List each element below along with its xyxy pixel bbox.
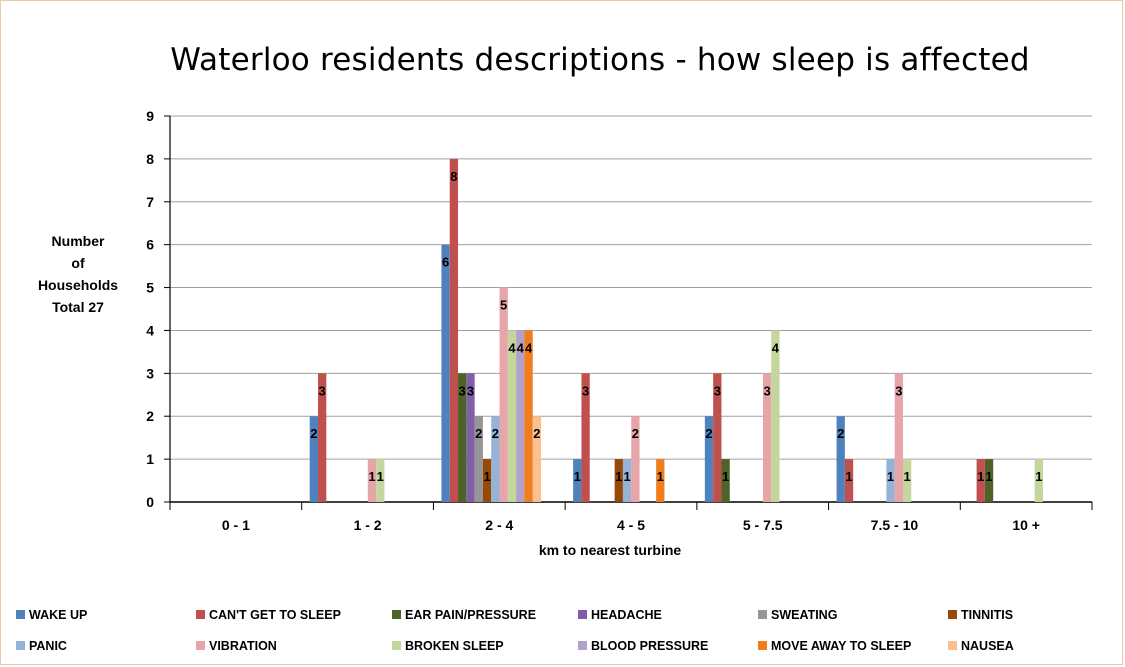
x-tick-label: 5 - 7.5 <box>743 517 783 533</box>
bar <box>500 288 508 502</box>
legend-label: CAN'T GET TO SLEEP <box>209 608 341 622</box>
legend-entry: VIBRATION <box>196 638 277 654</box>
data-label: 1 <box>845 469 852 484</box>
data-label: 2 <box>837 426 844 441</box>
legend-label: PANIC <box>29 639 67 653</box>
legend-label: BROKEN SLEEP <box>405 639 504 653</box>
legend-entry: CAN'T GET TO SLEEP <box>196 607 341 623</box>
legend-entry: PANIC <box>16 638 67 654</box>
bar <box>508 330 516 502</box>
legend-entry: SWEATING <box>758 607 837 623</box>
data-label: 3 <box>319 383 326 398</box>
data-label: 4 <box>517 340 525 355</box>
legend-entry: EAR PAIN/PRESSURE <box>392 607 536 623</box>
data-label: 8 <box>450 169 457 184</box>
data-label: 4 <box>772 340 780 355</box>
legend-entry: HEADACHE <box>578 607 662 623</box>
legend: WAKE UP CAN'T GET TO SLEEP EAR PAIN/PRESSU… <box>16 607 1116 663</box>
data-label: 2 <box>310 426 317 441</box>
data-label: 2 <box>705 426 712 441</box>
legend-swatch <box>578 641 587 650</box>
legend-swatch <box>196 641 205 650</box>
data-label: 2 <box>632 426 639 441</box>
data-label: 2 <box>475 426 482 441</box>
data-label: 3 <box>467 383 474 398</box>
data-label: 4 <box>508 340 516 355</box>
y-tick-label: 1 <box>146 451 154 467</box>
x-axis-label: km to nearest turbine <box>460 542 760 558</box>
data-label: 6 <box>442 255 449 270</box>
data-label: 1 <box>615 469 622 484</box>
legend-label: VIBRATION <box>209 639 277 653</box>
bar <box>441 245 449 502</box>
data-label: 3 <box>714 383 721 398</box>
y-tick-label: 2 <box>146 408 154 424</box>
bar <box>450 159 458 502</box>
data-label: 1 <box>1035 469 1042 484</box>
legend-swatch <box>16 610 25 619</box>
y-tick-label: 3 <box>146 365 154 381</box>
x-tick-label: 0 - 1 <box>222 517 250 533</box>
legend-swatch <box>758 610 767 619</box>
legend-entry: TINNITIS <box>948 607 1013 623</box>
data-label: 3 <box>582 383 589 398</box>
legend-entry: BLOOD PRESSURE <box>578 638 708 654</box>
legend-label: HEADACHE <box>591 608 662 622</box>
y-tick-label: 9 <box>146 108 154 124</box>
legend-swatch <box>948 641 957 650</box>
legend-swatch <box>196 610 205 619</box>
x-tick-label: 7.5 - 10 <box>871 517 919 533</box>
bar <box>771 330 779 502</box>
data-label: 1 <box>657 469 664 484</box>
data-label: 1 <box>904 469 911 484</box>
data-label: 5 <box>500 298 507 313</box>
data-label: 1 <box>722 469 729 484</box>
data-label: 1 <box>574 469 581 484</box>
y-tick-label: 8 <box>146 151 154 167</box>
data-label: 1 <box>368 469 375 484</box>
x-tick-label: 10 + <box>1012 517 1040 533</box>
legend-swatch <box>392 641 401 650</box>
legend-entry: WAKE UP <box>16 607 87 623</box>
legend-label: WAKE UP <box>29 608 87 622</box>
data-label: 3 <box>895 383 902 398</box>
legend-swatch <box>16 641 25 650</box>
bar <box>516 330 524 502</box>
legend-entry: MOVE AWAY TO SLEEP <box>758 638 911 654</box>
legend-entry: NAUSEA <box>948 638 1014 654</box>
legend-swatch <box>578 610 587 619</box>
legend-label: TINNITIS <box>961 608 1013 622</box>
legend-label: BLOOD PRESSURE <box>591 639 708 653</box>
legend-label: SWEATING <box>771 608 837 622</box>
data-label: 4 <box>525 340 533 355</box>
legend-label: MOVE AWAY TO SLEEP <box>771 639 911 653</box>
x-tick-label: 1 - 2 <box>354 517 382 533</box>
x-tick-label: 2 - 4 <box>485 517 513 533</box>
legend-entry: BROKEN SLEEP <box>392 638 504 654</box>
data-label: 1 <box>623 469 630 484</box>
y-tick-label: 0 <box>146 494 154 510</box>
y-tick-label: 5 <box>146 280 154 296</box>
y-tick-label: 6 <box>146 237 154 253</box>
data-label: 1 <box>977 469 984 484</box>
legend-swatch <box>758 641 767 650</box>
legend-swatch <box>392 610 401 619</box>
bar <box>524 330 532 502</box>
data-label: 1 <box>377 469 384 484</box>
data-label: 1 <box>887 469 894 484</box>
data-label: 2 <box>492 426 499 441</box>
legend-label: EAR PAIN/PRESSURE <box>405 608 536 622</box>
data-label: 3 <box>763 383 770 398</box>
y-tick-label: 4 <box>146 322 154 338</box>
y-tick-label: 7 <box>146 194 154 210</box>
data-label: 1 <box>483 469 490 484</box>
x-tick-label: 4 - 5 <box>617 517 645 533</box>
data-label: 2 <box>533 426 540 441</box>
data-label: 3 <box>459 383 466 398</box>
legend-label: NAUSEA <box>961 639 1014 653</box>
legend-swatch <box>948 610 957 619</box>
data-label: 1 <box>985 469 992 484</box>
